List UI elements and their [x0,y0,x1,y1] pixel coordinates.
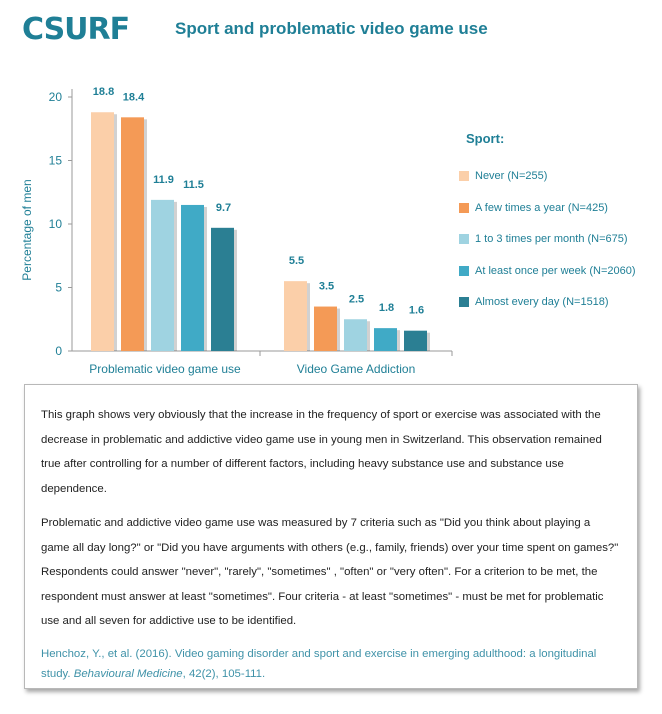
legend-label: A few times a year (N=425) [475,201,608,214]
data-label: 1.6 [409,305,424,317]
legend-item: A few times a year (N=425) [459,200,636,232]
y-tick-label: 0 [55,344,62,358]
bar [404,330,427,351]
legend-item: At least once per week (N=2060) [459,263,636,295]
legend-swatch [459,234,469,244]
data-label: 11.5 [183,179,204,191]
data-label: 11.9 [153,174,174,186]
bar [211,227,234,351]
bar [181,204,204,351]
chart-labels: 18.8 18.4 11.9 11.5 9.7 5.5 3.5 2.5 1.8 1.6 Proble… [89,86,424,376]
bar [374,328,397,351]
data-label: 9.7 [216,202,231,214]
chart-bars [91,112,430,351]
legend-title: Sport: [466,131,505,146]
legend-item: Never (N=255) [459,168,636,200]
bar [344,319,367,351]
data-label: 1.8 [379,302,394,314]
y-tick-label: 5 [55,281,62,295]
legend-swatch [459,171,469,181]
category-label: Video Game Addiction [297,362,416,376]
data-label: 18.4 [123,91,145,103]
legend-swatch [459,297,469,307]
page-title: Sport and problematic video game use [175,19,488,38]
y-tick-label: 20 [49,90,63,104]
description-paragraph-2: Problematic and addictive video game use… [41,517,619,627]
legend-label: Never (N=255) [475,170,548,182]
legend-item: 1 to 3 times per month (N=675) [459,231,636,263]
description-box: This graph shows very obviously that the… [24,384,638,689]
y-tick-label: 15 [49,154,63,168]
legend-label: Almost every day (N=1518) [475,296,609,308]
description-paragraph-1: This graph shows very obviously that the… [41,409,602,495]
chart-legend: Never (N=255) A few times a year (N=425) 1… [459,168,636,326]
legend-swatch [459,202,469,213]
legend-label: 1 to 3 times per month (N=675) [475,233,628,245]
bar [314,306,337,351]
citation-details: , 42(2), 105-111. [182,667,266,680]
y-tick-label: 10 [49,217,63,231]
citation: Henchoz, Y., et al. (2016). Video gaming… [41,644,621,684]
y-axis-label: Percentage of men [20,179,34,280]
data-label: 18.8 [93,86,114,98]
category-label: Problematic video game use [89,362,241,376]
legend-item: Almost every day (N=1518) [459,294,636,326]
legend-label: At least once per week (N=2060) [475,264,636,277]
data-label: 2.5 [349,293,364,305]
citation-authors: Henchoz, Y., et al. (2016). Video gaming… [41,647,597,680]
bar [91,112,114,351]
csurf-logo: CSURF [22,12,130,47]
legend-swatch [459,265,469,276]
data-label: 5.5 [289,255,304,267]
citation-journal: Behavioural Medicine [73,667,183,680]
bar [284,281,307,351]
data-label: 3.5 [319,281,334,293]
bar [121,117,144,351]
bar-chart: 0 5 10 15 20 Percentage of men 18.8 18.4 11.9 11… [20,86,453,376]
bar [151,199,174,351]
